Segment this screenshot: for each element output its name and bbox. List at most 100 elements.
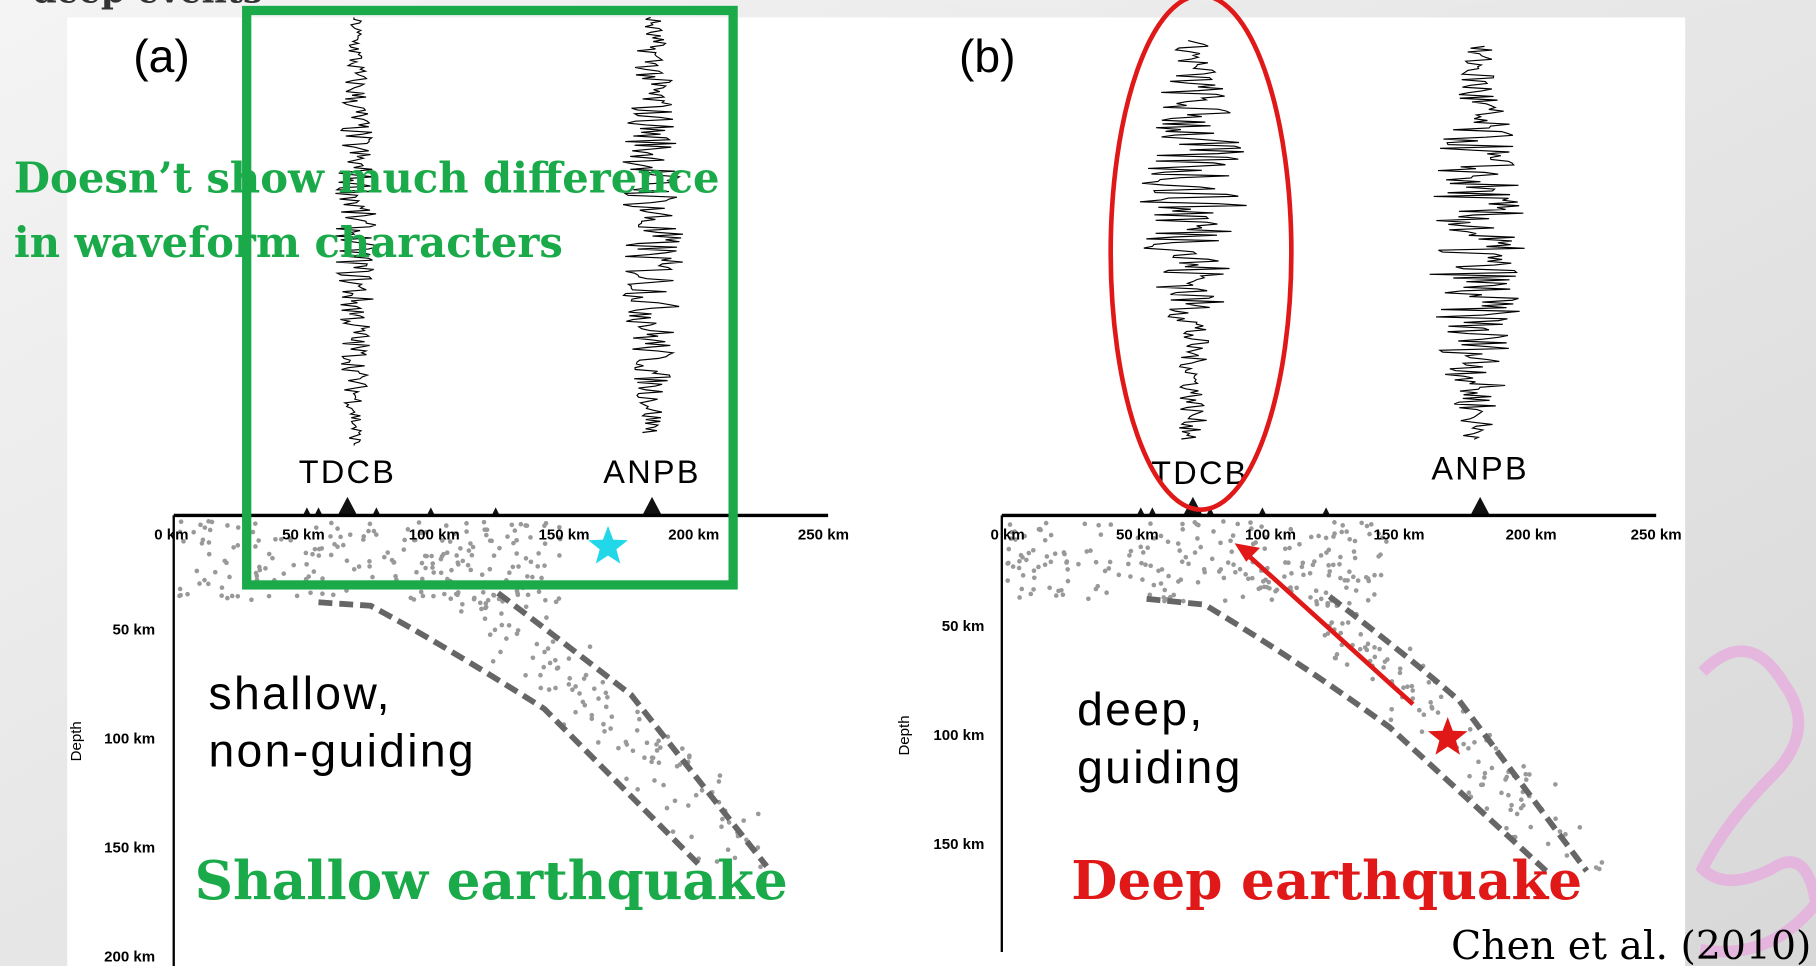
dot	[542, 523, 547, 529]
dot	[1514, 811, 1520, 817]
dot	[528, 559, 534, 565]
dot	[199, 541, 205, 546]
dot	[1177, 548, 1183, 553]
dot	[1351, 549, 1357, 554]
dot	[1065, 567, 1071, 572]
dot	[573, 709, 578, 715]
dot	[1171, 592, 1177, 598]
dot	[1523, 777, 1529, 782]
dot	[1036, 564, 1041, 570]
x-tick-label: 150 km	[1374, 527, 1425, 544]
figure-area	[67, 17, 1686, 966]
dot	[464, 521, 469, 526]
dot	[556, 535, 562, 541]
dot	[207, 527, 213, 533]
dot	[1286, 560, 1291, 566]
dot	[726, 820, 732, 825]
dot	[1022, 533, 1027, 539]
dot	[235, 593, 241, 599]
dot	[1043, 520, 1049, 526]
dot	[1478, 782, 1484, 788]
panel-label: (a)	[133, 30, 190, 82]
dot	[1018, 552, 1024, 558]
dot	[1300, 560, 1306, 566]
dot	[1249, 526, 1254, 531]
dot	[672, 798, 678, 804]
dot	[1326, 547, 1332, 553]
dot	[1006, 546, 1012, 552]
dot	[303, 550, 309, 556]
dot	[542, 649, 547, 655]
dot	[1340, 621, 1345, 626]
dot	[1314, 601, 1320, 607]
dot	[198, 522, 203, 528]
dot	[1262, 546, 1268, 551]
dot	[270, 555, 275, 561]
dot	[755, 811, 761, 817]
dot	[1388, 717, 1394, 723]
dot	[1397, 670, 1403, 676]
dot	[530, 574, 535, 580]
dot	[487, 566, 493, 572]
station-label: TDCB	[1151, 455, 1248, 491]
dot	[1102, 568, 1108, 574]
dot	[430, 561, 436, 566]
dot	[263, 566, 268, 571]
dot	[1250, 541, 1256, 547]
dot	[555, 665, 561, 670]
dot	[418, 589, 424, 595]
dot	[1062, 551, 1067, 557]
dot	[1482, 775, 1487, 780]
dot	[499, 611, 504, 616]
dot	[1359, 520, 1364, 526]
dot	[530, 655, 536, 661]
dot	[507, 570, 512, 576]
dot	[657, 745, 663, 750]
dot	[1326, 573, 1332, 578]
dot	[465, 562, 471, 568]
dot	[439, 538, 445, 543]
dot	[1116, 572, 1122, 578]
dot	[235, 543, 241, 548]
dot	[1088, 548, 1093, 553]
dot	[553, 599, 559, 605]
dot	[1410, 688, 1416, 693]
dot	[656, 760, 662, 766]
dot	[1005, 561, 1010, 566]
dot	[1338, 630, 1344, 636]
dot	[511, 540, 516, 546]
arrow	[1243, 550, 1415, 706]
dot	[1508, 807, 1513, 813]
dot	[755, 845, 761, 850]
dot	[1338, 554, 1343, 560]
dot	[471, 596, 477, 602]
dot	[1198, 544, 1204, 550]
dot	[1332, 655, 1338, 661]
dot	[1248, 520, 1253, 525]
highlight-box	[242, 5, 738, 590]
dot	[547, 660, 553, 666]
dot	[313, 525, 319, 530]
dot	[1064, 559, 1070, 564]
dot	[1048, 559, 1054, 565]
dot	[328, 552, 334, 558]
dot	[1096, 522, 1101, 528]
dot	[1031, 568, 1037, 574]
dot	[320, 591, 325, 597]
dot	[1416, 707, 1422, 713]
dot	[1260, 579, 1266, 584]
dot	[1467, 727, 1473, 732]
dot	[1042, 562, 1048, 568]
dot	[487, 538, 493, 543]
dot	[1553, 782, 1558, 787]
dot	[1017, 558, 1022, 564]
y-tick-label: 100 km	[933, 727, 984, 744]
dot	[1076, 561, 1081, 567]
dot	[1017, 595, 1022, 600]
y-axis-label: Depth	[896, 715, 913, 755]
description: shallow,	[208, 667, 391, 719]
dot	[468, 567, 474, 573]
dot	[477, 600, 483, 606]
dot	[447, 539, 453, 544]
x-tick-label: 50 km	[1116, 527, 1159, 544]
